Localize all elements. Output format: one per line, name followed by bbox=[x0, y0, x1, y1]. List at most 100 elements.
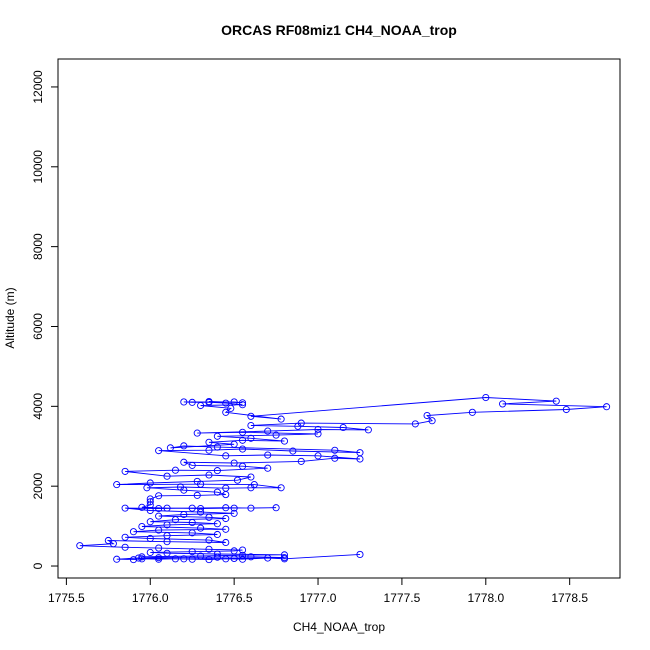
data-point bbox=[180, 398, 188, 406]
data-point bbox=[171, 516, 179, 524]
data-point bbox=[163, 472, 171, 480]
data-point bbox=[163, 521, 171, 529]
data-point bbox=[499, 400, 507, 408]
data-point bbox=[238, 445, 247, 453]
data-point bbox=[238, 399, 247, 407]
data-point bbox=[205, 513, 213, 521]
data-point bbox=[222, 408, 230, 416]
data-point bbox=[188, 461, 196, 469]
data-point bbox=[230, 504, 238, 512]
data-point bbox=[277, 484, 285, 492]
data-point bbox=[171, 555, 179, 563]
data-point bbox=[180, 510, 188, 519]
data-point bbox=[188, 529, 196, 537]
series-path bbox=[79, 397, 607, 561]
data-point bbox=[138, 555, 146, 563]
data-point bbox=[197, 552, 205, 560]
data-point bbox=[213, 443, 221, 451]
data-point bbox=[468, 408, 476, 416]
data-point bbox=[280, 554, 289, 562]
data-point bbox=[213, 467, 221, 475]
data-point bbox=[280, 551, 289, 559]
y-tick-label: 10000 bbox=[31, 150, 45, 184]
data-point bbox=[331, 446, 339, 454]
y-tick-label: 4000 bbox=[31, 393, 45, 420]
data-point bbox=[230, 547, 238, 555]
data-point bbox=[180, 555, 188, 563]
data-point bbox=[163, 549, 171, 557]
data-point bbox=[155, 504, 163, 513]
data-point bbox=[247, 412, 255, 420]
data-point bbox=[155, 526, 163, 534]
data-point bbox=[250, 481, 258, 489]
data-point bbox=[247, 434, 255, 442]
data-point bbox=[238, 401, 247, 409]
data-point bbox=[277, 415, 285, 423]
data-point bbox=[155, 554, 163, 562]
data-point bbox=[146, 495, 154, 503]
data-point bbox=[364, 426, 372, 434]
data-point bbox=[146, 506, 154, 515]
data-point bbox=[272, 504, 280, 512]
data-point bbox=[238, 428, 247, 436]
data-point bbox=[197, 504, 205, 513]
data-point bbox=[166, 444, 174, 452]
data-point bbox=[205, 446, 213, 454]
data-point bbox=[356, 550, 364, 558]
data-point bbox=[138, 553, 146, 561]
data-point bbox=[76, 542, 84, 550]
data-point bbox=[297, 419, 305, 427]
data-point bbox=[213, 530, 221, 539]
x-tick-label: 1775.5 bbox=[48, 591, 85, 605]
data-point bbox=[238, 551, 247, 559]
series-points bbox=[76, 393, 611, 564]
data-point bbox=[171, 466, 179, 474]
data-point bbox=[552, 397, 560, 405]
data-point bbox=[230, 459, 238, 467]
data-point bbox=[213, 432, 221, 440]
data-point bbox=[247, 504, 255, 512]
data-point bbox=[113, 555, 121, 563]
data-point bbox=[280, 437, 289, 445]
y-tick-label: 12000 bbox=[31, 70, 45, 104]
data-point bbox=[230, 398, 238, 406]
data-point bbox=[272, 431, 280, 439]
data-point bbox=[188, 548, 196, 556]
data-point bbox=[213, 488, 221, 496]
data-point bbox=[193, 477, 201, 485]
data-point bbox=[176, 483, 185, 491]
data-point bbox=[109, 540, 117, 548]
data-point bbox=[197, 524, 205, 532]
data-point bbox=[138, 522, 146, 531]
data-point bbox=[134, 554, 143, 562]
y-tick-label: 0 bbox=[31, 562, 45, 569]
data-point bbox=[222, 484, 230, 492]
data-point bbox=[138, 503, 146, 511]
chart-title: ORCAS RF08miz1 CH4_NOAA_trop bbox=[221, 22, 457, 38]
x-tick-label: 1777.0 bbox=[300, 591, 337, 605]
x-axis: 1775.5 1776.0 1776.5 1777.0 1777.5 1778.0 1778… bbox=[48, 577, 588, 605]
data-point bbox=[155, 512, 163, 520]
data-point bbox=[222, 399, 230, 407]
data-point bbox=[197, 508, 205, 516]
data-point bbox=[121, 504, 129, 512]
data-point bbox=[113, 481, 121, 489]
data-point bbox=[222, 525, 230, 533]
data-point bbox=[247, 553, 255, 561]
data-point bbox=[230, 509, 238, 517]
data-point bbox=[238, 462, 247, 470]
data-point bbox=[331, 454, 339, 462]
data-point bbox=[205, 545, 213, 553]
data-point bbox=[289, 447, 297, 455]
data-point bbox=[188, 398, 196, 406]
data-point bbox=[247, 473, 255, 481]
data-point bbox=[222, 452, 230, 460]
data-point bbox=[146, 518, 154, 526]
data-point bbox=[205, 471, 213, 479]
data-point bbox=[205, 556, 213, 564]
data-point bbox=[222, 504, 230, 512]
data-point bbox=[121, 467, 129, 475]
data-point bbox=[222, 514, 230, 523]
data-point bbox=[230, 440, 238, 448]
